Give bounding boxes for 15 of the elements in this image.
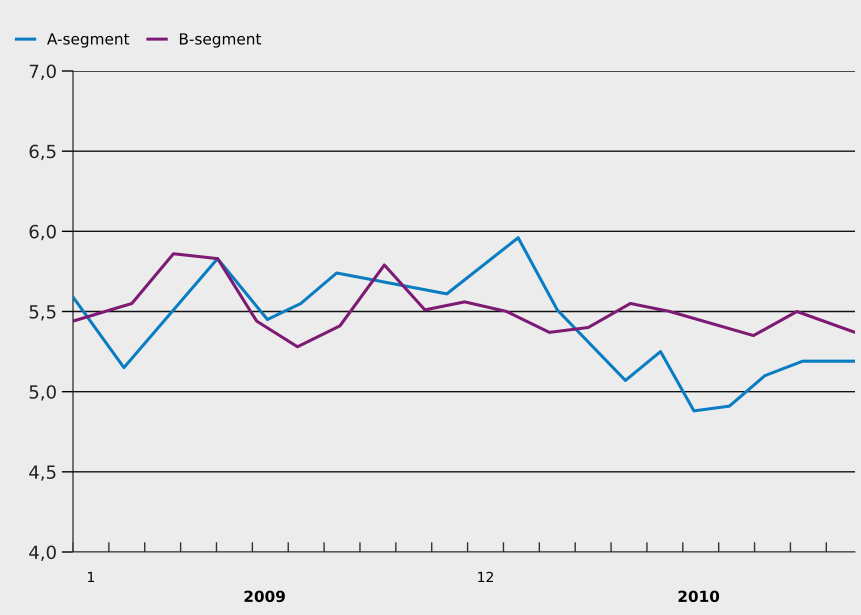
y-tick-label: 5,0 bbox=[30, 385, 56, 401]
line-series bbox=[73, 236, 855, 412]
y-tick-label: 6,0 bbox=[30, 224, 56, 240]
y-tick-label: 7,0 bbox=[30, 64, 56, 80]
line-series bbox=[73, 252, 855, 348]
y-tick-label: 4,0 bbox=[29, 545, 56, 561]
legend-label: B-segment bbox=[180, 33, 262, 48]
x-tick-label: 1 bbox=[88, 572, 94, 582]
y-tick-label: 6,5 bbox=[30, 144, 56, 160]
text: 2009 bbox=[244, 590, 285, 602]
text: 2010 bbox=[678, 590, 720, 602]
legend-label: A-segment bbox=[47, 33, 130, 48]
x-tick-label: 12 bbox=[478, 572, 493, 582]
y-tick-label: 5,5 bbox=[30, 305, 56, 320]
y-tick-label: 4,5 bbox=[29, 466, 56, 481]
